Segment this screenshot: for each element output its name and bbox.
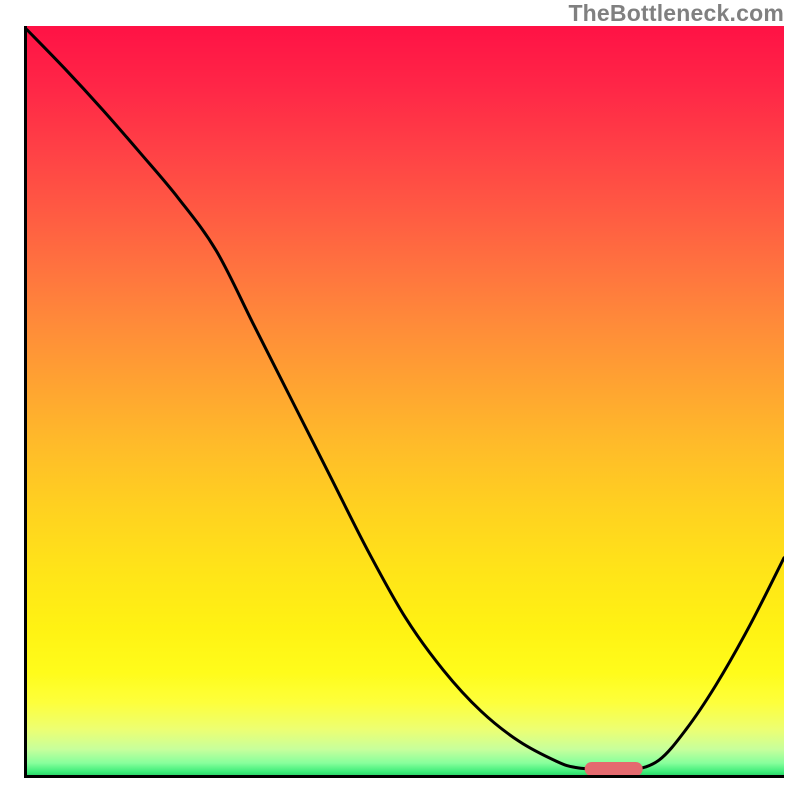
chart-container: TheBottleneck.com xyxy=(0,0,800,800)
bottleneck-chart xyxy=(0,0,800,800)
gradient-background xyxy=(24,26,784,778)
optimal-marker xyxy=(585,762,643,776)
